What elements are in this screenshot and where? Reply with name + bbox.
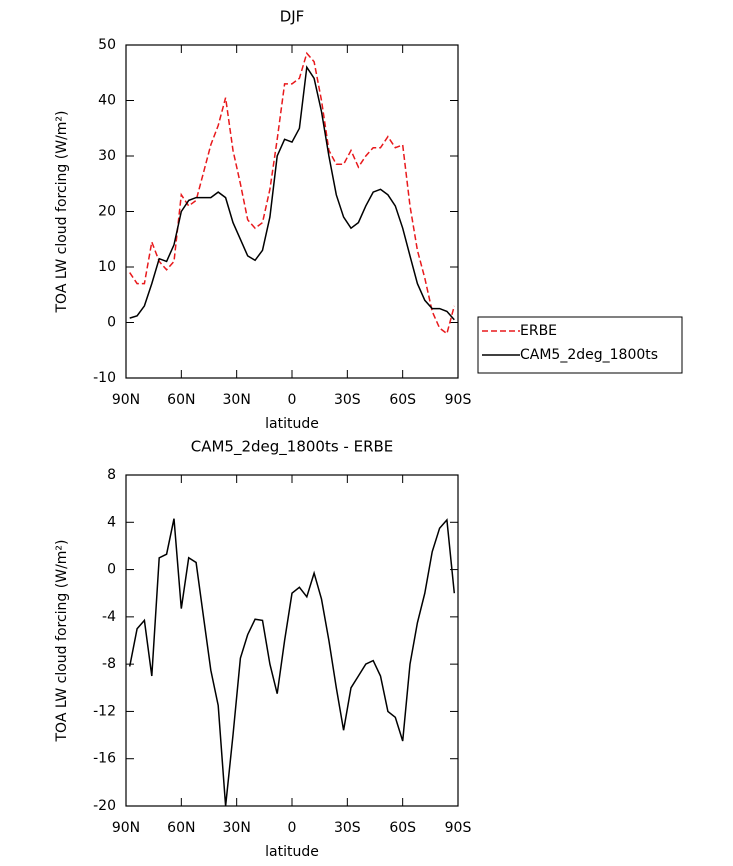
x-tick-label: 0 bbox=[288, 820, 297, 836]
y-tick-label: 8 bbox=[107, 467, 116, 483]
y-tick-label: -10 bbox=[93, 370, 116, 386]
chart-title: CAM5_2deg_1800ts - ERBE bbox=[191, 438, 394, 457]
x-tick-label: 90S bbox=[445, 392, 472, 408]
legend-label: CAM5_2deg_1800ts bbox=[520, 347, 658, 363]
y-tick-label: 20 bbox=[98, 204, 116, 220]
x-tick-label: 60S bbox=[389, 392, 416, 408]
y-tick-label: -4 bbox=[102, 609, 116, 625]
y-axis-label: TOA LW cloud forcing (W/m²) bbox=[54, 111, 70, 314]
x-tick-label: 30N bbox=[223, 392, 251, 408]
plot-frame bbox=[125, 474, 459, 807]
x-tick-label: 60N bbox=[167, 392, 195, 408]
x-axis-label: latitude bbox=[265, 416, 319, 432]
chart-title: DJF bbox=[280, 8, 305, 26]
data-line bbox=[129, 65, 455, 321]
legend-label: ERBE bbox=[520, 323, 557, 339]
y-tick-label: 10 bbox=[98, 259, 116, 275]
plot-frame bbox=[125, 44, 459, 379]
y-tick-label: -20 bbox=[93, 798, 116, 814]
y-tick-label: -12 bbox=[93, 703, 116, 719]
x-tick-label: 90S bbox=[445, 820, 472, 836]
x-tick-label: 0 bbox=[288, 392, 297, 408]
x-tick-label: 60N bbox=[167, 820, 195, 836]
data-line bbox=[128, 518, 456, 807]
data-line bbox=[129, 51, 456, 335]
legend-box bbox=[477, 316, 683, 374]
y-tick-label: -8 bbox=[102, 656, 116, 672]
y-tick-label: 50 bbox=[98, 37, 116, 53]
y-tick-label: 0 bbox=[107, 315, 116, 331]
x-tick-label: 60S bbox=[389, 820, 416, 836]
y-tick-label: 4 bbox=[107, 514, 116, 530]
x-axis-label: latitude bbox=[265, 844, 319, 860]
y-tick-label: 40 bbox=[98, 93, 116, 109]
y-axis-label: TOA LW cloud forcing (W/m²) bbox=[54, 540, 70, 743]
x-tick-label: 30S bbox=[334, 820, 361, 836]
y-tick-label: 0 bbox=[107, 562, 116, 578]
x-tick-label: 90N bbox=[112, 392, 140, 408]
x-tick-label: 90N bbox=[112, 820, 140, 836]
x-tick-label: 30N bbox=[223, 820, 251, 836]
x-tick-label: 30S bbox=[334, 392, 361, 408]
y-tick-label: -16 bbox=[93, 751, 116, 767]
y-tick-label: 30 bbox=[98, 148, 116, 164]
